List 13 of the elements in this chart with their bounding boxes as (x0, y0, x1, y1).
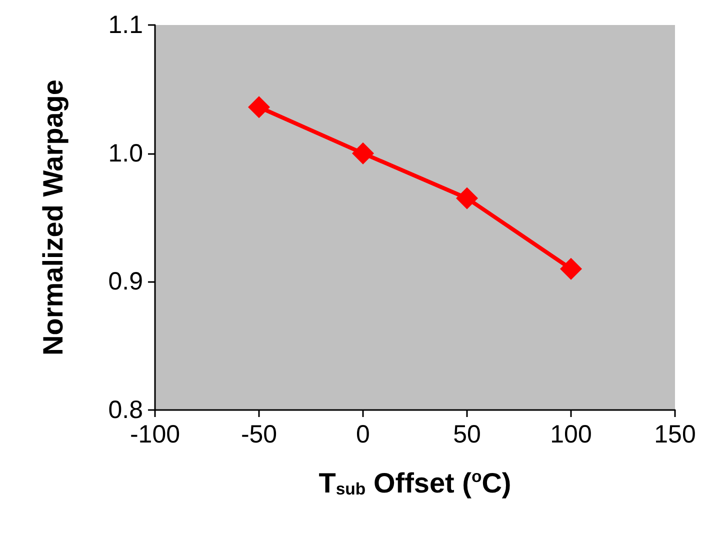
y-axis-title: Normalized Warpage (38, 80, 68, 356)
x-tick-label: 50 (453, 420, 481, 448)
y-tick-label: 0.9 (108, 268, 143, 296)
point (352, 142, 374, 164)
x-tick-label: 150 (654, 420, 696, 448)
point (248, 96, 270, 118)
x-tick-label: -50 (240, 420, 278, 448)
point (560, 258, 582, 280)
y-tick-label: 1.1 (108, 11, 143, 39)
y-tick-label: 1.0 (108, 139, 143, 168)
point (456, 187, 478, 210)
x-tick-label: 0 (356, 420, 370, 448)
x-tick-label: 100 (550, 420, 592, 448)
